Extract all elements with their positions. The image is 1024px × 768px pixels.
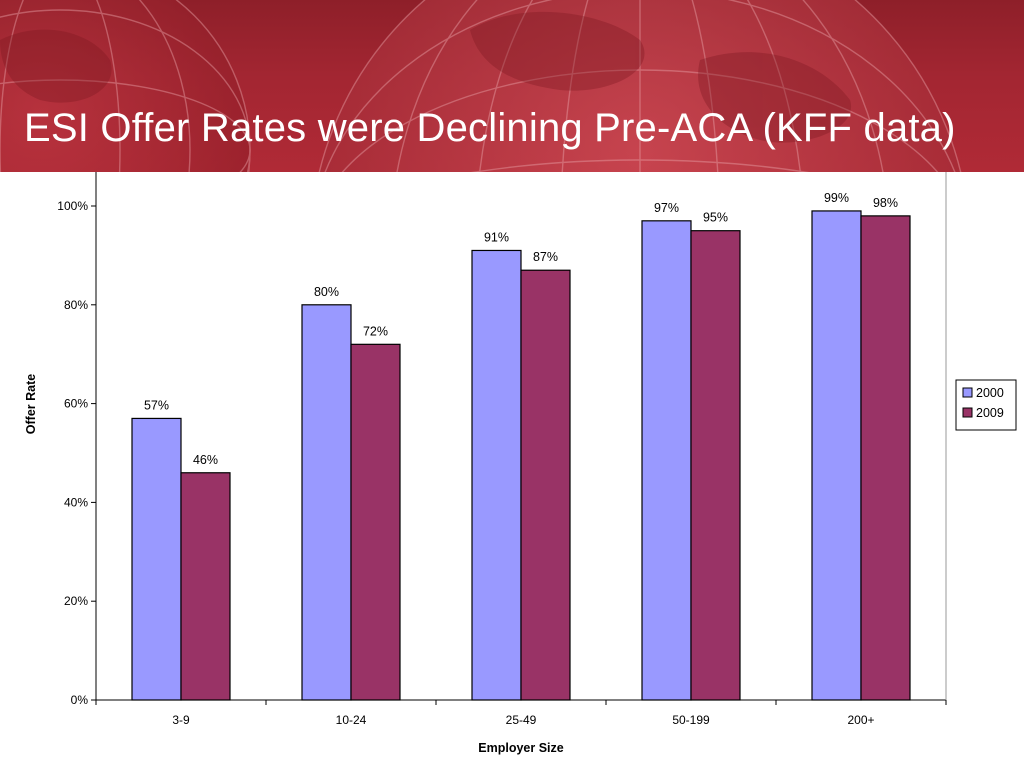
bar-2000-10-24 <box>301 304 352 701</box>
bar-2000-3-9 <box>131 417 182 701</box>
slide-title: ESI Offer Rates were Declining Pre-ACA (… <box>24 106 956 150</box>
data-label: 87% <box>533 250 558 264</box>
y-axis-title: Offer Rate <box>24 374 38 434</box>
x-tick-label: 50-199 <box>672 713 710 727</box>
y-tick-label: 100% <box>57 199 88 213</box>
legend-swatch-2000 <box>962 387 973 398</box>
plot-area: 57% 46% 80% 72% 91% 87% 97% 95% 99% 98% <box>131 191 911 701</box>
y-tick-label: 80% <box>64 298 88 312</box>
y-tick-label: 60% <box>64 397 88 411</box>
y-tick-label: 40% <box>64 495 88 509</box>
title-banner: ESI Offer Rates were Declining Pre-ACA (… <box>0 0 1024 172</box>
y-tick-label: 0% <box>71 693 89 707</box>
bar-chart: 57% 46% 80% 72% 91% 87% 97% 95% 99% 98% 0% 20% 40% 6… <box>24 172 1017 755</box>
data-label: 97% <box>654 201 679 215</box>
data-label: 95% <box>703 211 728 225</box>
x-axis-title: Employer Size <box>478 741 563 755</box>
bar-2000-25-49 <box>471 249 522 701</box>
data-label: 80% <box>314 285 339 299</box>
legend-swatch-2009 <box>962 407 973 418</box>
bar-2009-3-9 <box>180 472 231 701</box>
x-tick-label: 200+ <box>847 713 874 727</box>
legend-label-2009: 2009 <box>976 406 1004 420</box>
data-label: 46% <box>193 453 218 467</box>
data-label: 91% <box>484 230 509 244</box>
legend-label-2000: 2000 <box>976 386 1004 400</box>
x-tick-label: 10-24 <box>336 713 367 727</box>
bar-2009-200+ <box>860 215 911 701</box>
bar-2000-50-199 <box>641 220 692 701</box>
legend: 2000 2009 <box>955 379 1017 431</box>
bar-2000-200+ <box>811 210 862 701</box>
data-label: 57% <box>144 398 169 412</box>
y-tick-label: 20% <box>64 594 88 608</box>
x-axis-ticks: 3-9 10-24 25-49 50-199 200+ <box>95 700 947 727</box>
globe-graphic <box>0 0 962 172</box>
bar-2009-50-199 <box>690 230 741 701</box>
data-label: 72% <box>363 324 388 338</box>
x-tick-label: 25-49 <box>506 713 537 727</box>
x-tick-label: 3-9 <box>172 713 190 727</box>
bar-2009-10-24 <box>350 343 401 701</box>
y-axis-ticks: 0% 20% 40% 60% 80% 100% <box>57 199 96 707</box>
bar-2009-25-49 <box>520 269 571 701</box>
data-label: 98% <box>873 196 898 210</box>
data-label: 99% <box>824 191 849 205</box>
